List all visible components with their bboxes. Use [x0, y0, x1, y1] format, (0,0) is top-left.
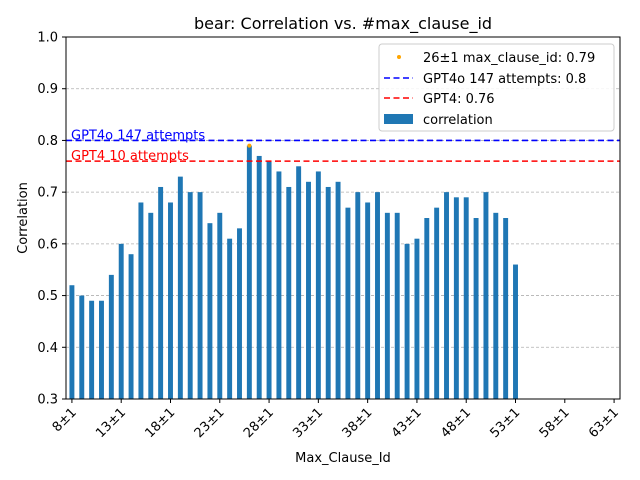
- legend: 26±1 max_clause_id: 0.79 GPT4o 147 attemp…: [378, 43, 615, 132]
- x-axis-label: Max_Clause_Id: [295, 451, 391, 466]
- bar: [296, 166, 302, 399]
- highlight-point: [247, 143, 252, 148]
- bar: [463, 197, 469, 399]
- bar: [118, 243, 124, 399]
- bar: [394, 212, 400, 399]
- plot-frame: [65, 36, 621, 400]
- legend-box: [378, 43, 615, 132]
- legend-label: GPT4o 147 attempts: 0.8: [423, 72, 586, 87]
- legend-label: GPT4: 0.76: [423, 92, 495, 107]
- bar: [207, 223, 213, 399]
- y-tick-label: 0.8: [37, 134, 58, 149]
- y-tick-label: 1.0: [37, 31, 58, 46]
- bar: [335, 181, 341, 399]
- bar: [108, 274, 114, 399]
- y-tick-label: 0.7: [37, 186, 58, 201]
- y-axis-label: Correlation: [16, 182, 31, 254]
- bar: [513, 264, 518, 399]
- bar: [375, 192, 380, 399]
- y-ticks: 0.3 0.4 0.5 0.6 0.7 0.8 0.9 1.0: [37, 31, 66, 408]
- bar: [79, 295, 85, 399]
- bar: [69, 285, 75, 399]
- bar: [89, 300, 95, 399]
- bar: [276, 171, 282, 399]
- annotations: GPT4o 147 attempts GPT4 10 attempts: [71, 128, 205, 164]
- axes: [65, 36, 621, 400]
- chart-title: bear: Correlation vs. #max_clause_id: [194, 14, 492, 34]
- bar: [315, 171, 321, 399]
- bars: [69, 145, 518, 399]
- y-tick-label: 0.6: [37, 237, 58, 252]
- highlight: [247, 143, 252, 148]
- bar: [286, 186, 292, 399]
- y-tick-label: 0.3: [37, 393, 58, 408]
- bar: [306, 181, 311, 399]
- bar: [404, 243, 410, 399]
- bar: [503, 218, 509, 399]
- bar: [384, 212, 390, 399]
- y-tick-label: 0.5: [37, 289, 58, 304]
- legend-marker-point: [397, 55, 401, 59]
- bar: [444, 192, 449, 399]
- bar: [493, 212, 499, 399]
- bar: [345, 207, 351, 399]
- bar: [187, 192, 193, 399]
- legend-marker-bar: [384, 114, 413, 124]
- bar: [355, 192, 361, 399]
- bar: [148, 212, 154, 399]
- bar: [237, 228, 242, 399]
- bar: [266, 161, 272, 399]
- bar: [168, 202, 173, 399]
- bar: [453, 197, 459, 399]
- bar: [128, 254, 134, 399]
- bar: [483, 192, 489, 399]
- bar: [365, 202, 371, 399]
- bar: [138, 202, 144, 399]
- bar: [158, 186, 164, 399]
- bar: [434, 207, 440, 399]
- legend-label: correlation: [423, 113, 493, 128]
- bar: [246, 145, 252, 399]
- bar: [227, 238, 233, 399]
- bar: [99, 300, 104, 399]
- reference-line-annotation: GPT4 10 attempts: [71, 149, 189, 164]
- bar: [424, 218, 430, 399]
- y-tick-label: 0.9: [37, 82, 58, 97]
- bar: [177, 176, 183, 399]
- legend-label: 26±1 max_clause_id: 0.79: [423, 51, 595, 66]
- bar: [325, 186, 331, 399]
- reference-line-annotation: GPT4o 147 attempts: [71, 128, 205, 143]
- bar: [197, 192, 203, 399]
- bar: [256, 155, 262, 399]
- bar: [414, 238, 420, 399]
- reference-lines: [66, 139, 620, 162]
- bar: [217, 212, 223, 399]
- y-tick-label: 0.4: [37, 341, 58, 356]
- bar: [473, 218, 479, 399]
